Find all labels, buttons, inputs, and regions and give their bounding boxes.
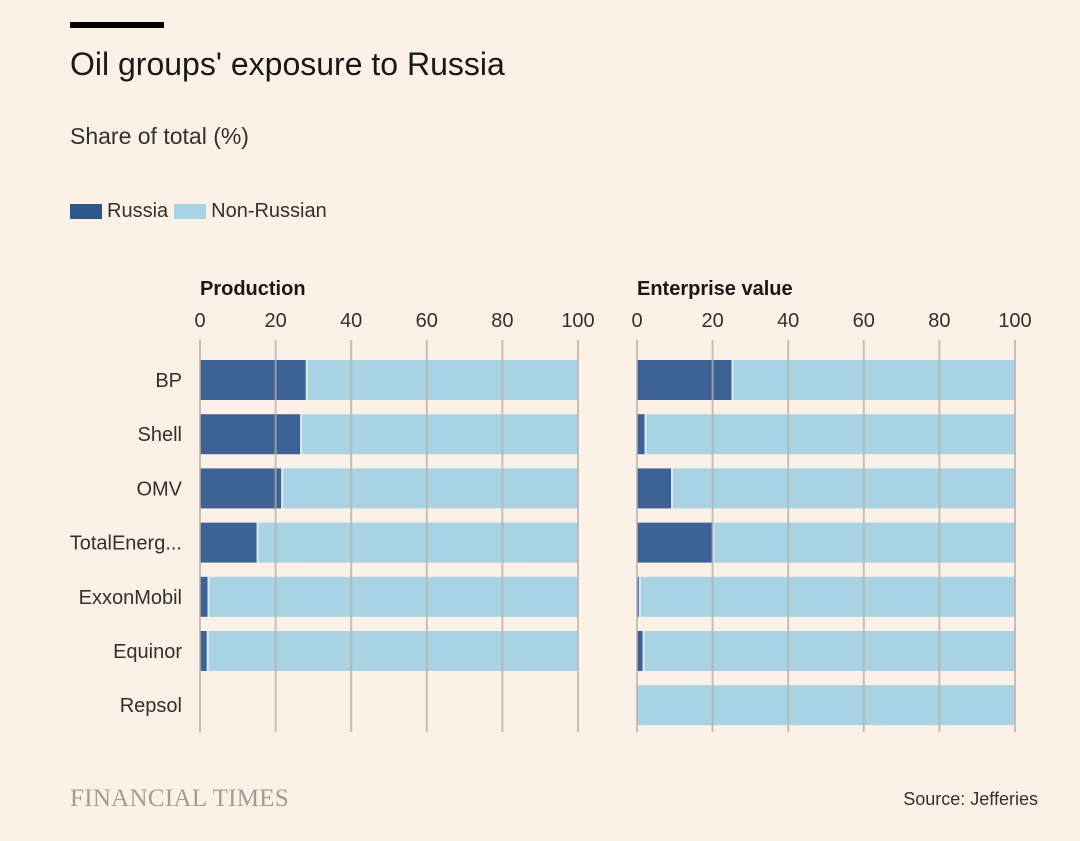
bar-production-russia-totalenerg bbox=[200, 522, 257, 563]
bar-separator-production-omv bbox=[281, 468, 284, 509]
category-label-totalenerg: TotalEnerg... bbox=[70, 533, 182, 555]
category-label-repsol: Repsol bbox=[120, 695, 182, 717]
bar-separator-production-equinor bbox=[206, 631, 209, 671]
bar-enterprise-value-non-russian-equinor bbox=[642, 631, 1015, 671]
bar-enterprise-value-non-russian-shell bbox=[644, 414, 1015, 455]
bar-production-russia-shell bbox=[200, 414, 301, 455]
tick-label-enterprise-value-0: 0 bbox=[631, 310, 642, 332]
tick-label-production-0: 0 bbox=[194, 310, 205, 332]
legend-swatch-russia bbox=[70, 204, 102, 219]
bar-production-russia-equinor bbox=[200, 631, 207, 671]
category-label-bp: BP bbox=[155, 370, 182, 392]
legend-label-non-russian: Non-Russian bbox=[211, 200, 327, 222]
tick-label-enterprise-value-40: 40 bbox=[777, 310, 799, 332]
bar-production-non-russian-exxonmobil bbox=[207, 576, 578, 617]
tick-label-production-20: 20 bbox=[264, 310, 286, 332]
tick-label-production-40: 40 bbox=[340, 310, 362, 332]
bar-enterprise-value-non-russian-repsol bbox=[637, 685, 1015, 726]
legend-swatch-non-russian bbox=[174, 204, 207, 219]
legend-item-russia: Russia bbox=[70, 200, 168, 223]
bar-production-non-russian-shell bbox=[300, 414, 578, 455]
bar-production-non-russian-equinor bbox=[206, 631, 578, 671]
bar-enterprise-value-russia-shell bbox=[637, 414, 645, 455]
panel-title-production: Production bbox=[200, 278, 306, 300]
bar-separator-enterprise-value-exxonmobil bbox=[638, 576, 641, 617]
bar-separator-enterprise-value-shell bbox=[644, 414, 647, 455]
bar-enterprise-value-russia-totalenerg bbox=[637, 522, 713, 563]
ft-logo: FINANCIAL TIMES bbox=[70, 785, 290, 812]
tick-label-enterprise-value-100: 100 bbox=[998, 310, 1031, 332]
legend-item-non-russian: Non-Russian bbox=[174, 200, 327, 223]
bar-enterprise-value-russia-omv bbox=[637, 468, 672, 509]
tick-label-production-60: 60 bbox=[416, 310, 438, 332]
bar-enterprise-value-russia-bp bbox=[637, 360, 732, 400]
legend-label-russia: Russia bbox=[107, 200, 169, 222]
category-label-shell: Shell bbox=[138, 424, 182, 446]
category-label-exxonmobil: ExxonMobil bbox=[79, 587, 182, 609]
category-label-omv: OMV bbox=[136, 478, 182, 500]
bar-production-russia-bp bbox=[200, 360, 306, 400]
bar-production-non-russian-totalenerg bbox=[256, 522, 578, 563]
tick-label-enterprise-value-20: 20 bbox=[701, 310, 723, 332]
category-label-equinor: Equinor bbox=[113, 641, 182, 663]
tick-label-enterprise-value-80: 80 bbox=[928, 310, 950, 332]
source-note: Source: Jefferies bbox=[903, 789, 1038, 809]
bar-enterprise-value-non-russian-exxonmobil bbox=[638, 576, 1015, 617]
tick-label-enterprise-value-60: 60 bbox=[853, 310, 875, 332]
bar-separator-enterprise-value-omv bbox=[671, 468, 674, 509]
bar-production-russia-omv bbox=[200, 468, 282, 509]
bar-enterprise-value-non-russian-bp bbox=[731, 360, 1015, 400]
bar-separator-enterprise-value-equinor bbox=[642, 631, 645, 671]
chart-subtitle: Share of total (%) bbox=[70, 123, 249, 149]
bar-enterprise-value-russia-equinor bbox=[637, 631, 643, 671]
bar-production-non-russian-omv bbox=[281, 468, 578, 509]
bar-separator-enterprise-value-bp bbox=[731, 360, 734, 400]
top-rule bbox=[70, 22, 164, 28]
chart-title: Oil groups' exposure to Russia bbox=[70, 46, 505, 82]
panel-title-enterprise-value: Enterprise value bbox=[637, 278, 793, 300]
bar-separator-production-exxonmobil bbox=[207, 576, 210, 617]
bar-separator-production-totalenerg bbox=[256, 522, 259, 563]
bar-enterprise-value-non-russian-omv bbox=[671, 468, 1015, 509]
tick-label-production-100: 100 bbox=[561, 310, 594, 332]
bar-production-russia-exxonmobil bbox=[200, 576, 208, 617]
bar-production-non-russian-bp bbox=[305, 360, 578, 400]
tick-label-production-80: 80 bbox=[491, 310, 513, 332]
legend: Russia Non-Russian bbox=[70, 200, 333, 223]
bar-separator-production-shell bbox=[300, 414, 303, 455]
bar-separator-production-bp bbox=[305, 360, 308, 400]
